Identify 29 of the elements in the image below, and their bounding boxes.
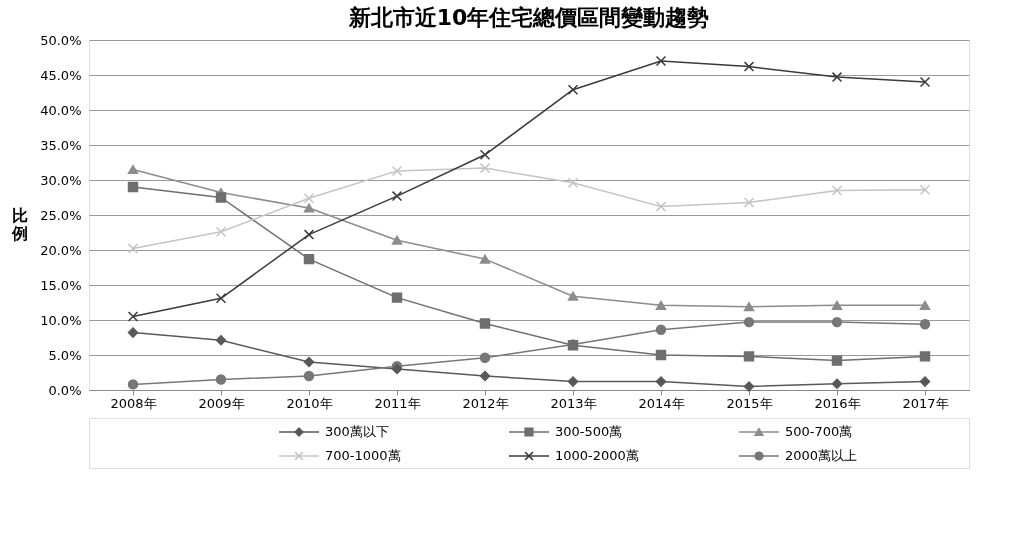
y-tick-label: 45.0% <box>40 67 82 83</box>
x-tick-label: 2012年 <box>462 395 509 411</box>
y-tick-label: 10.0% <box>40 312 82 328</box>
y-tick-label: 25.0% <box>40 207 82 223</box>
x-tick-label: 2015年 <box>726 395 773 411</box>
y-tick-label: 50.0% <box>40 32 82 48</box>
legend-label: 300-500萬 <box>555 424 623 439</box>
legend-label: 1000-2000萬 <box>555 448 639 463</box>
x-tick-label: 2013年 <box>550 395 597 411</box>
legend-label: 500-700萬 <box>785 424 853 439</box>
x-tick-label: 2014年 <box>638 395 685 411</box>
x-tick-label: 2017年 <box>902 395 949 411</box>
y-tick-label: 30.0% <box>40 172 82 188</box>
legend-label: 700-1000萬 <box>325 448 401 463</box>
x-tick-label: 2009年 <box>198 395 245 411</box>
y-tick-label: 5.0% <box>48 347 82 363</box>
x-tick-label: 2008年 <box>110 395 157 411</box>
y-axis-title: 比例 <box>10 205 28 243</box>
x-tick-label: 2010年 <box>286 395 333 411</box>
y-tick-label: 35.0% <box>40 137 82 153</box>
y-tick-label: 40.0% <box>40 102 82 118</box>
chart-title: 新北市近10年住宅總價區間變動趨勢 <box>347 5 710 30</box>
legend-label: 300萬以下 <box>325 424 389 439</box>
x-tick-label: 2016年 <box>814 395 861 411</box>
legend-label: 2000萬以上 <box>785 448 858 463</box>
y-tick-label: 0.0% <box>48 382 82 398</box>
y-tick-label: 20.0% <box>40 242 82 258</box>
x-tick-label: 2011年 <box>374 395 421 411</box>
y-tick-label: 15.0% <box>40 277 82 293</box>
